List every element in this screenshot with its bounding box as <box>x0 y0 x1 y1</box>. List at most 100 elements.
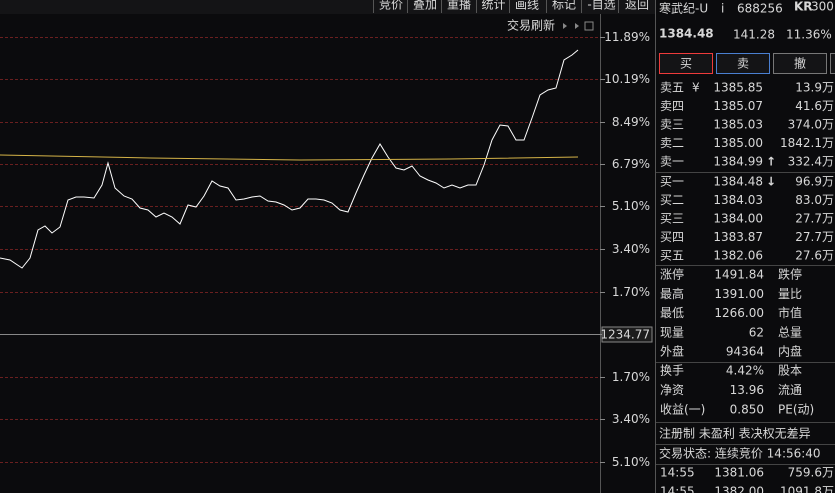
action-button[interactable] <box>773 53 827 74</box>
stat-label: 流通 <box>778 383 802 397</box>
trade-volume: 759.6万 <box>788 466 834 480</box>
book-flag: ↑ <box>766 155 776 169</box>
stat-value: 1391.00 <box>714 287 764 301</box>
icon[interactable] <box>575 23 579 29</box>
stat-label: 内盘 <box>778 344 802 359</box>
book-label: 卖一 <box>660 155 684 169</box>
book-price: 1385.03 <box>713 118 763 132</box>
toolbar-button[interactable]: 画线 <box>515 0 539 12</box>
book-label: 卖三 <box>660 118 684 132</box>
y-tick-label: 6.79% <box>612 157 650 171</box>
book-label: 买三 <box>660 212 684 226</box>
stat-label: 市值 <box>778 305 802 320</box>
book-price: 1385.07 <box>713 99 763 113</box>
stat-label: 净资 <box>660 383 684 397</box>
book-price: 1385.00 <box>713 136 763 150</box>
icon[interactable] <box>584 21 594 31</box>
book-volume: 1842.1万 <box>780 136 834 150</box>
change: 141.28 <box>733 28 775 42</box>
book-volume: 96.9万 <box>795 175 834 189</box>
stat-value: 1266.00 <box>714 306 764 320</box>
book-volume: 332.4万 <box>788 155 834 169</box>
y-tick-label: 1.70% <box>612 285 650 299</box>
book-volume: 374.0万 <box>788 118 834 132</box>
book-price: 1382.06 <box>713 249 763 263</box>
stock-tags: 注册制 未盈利 表决权无差异 <box>659 426 811 441</box>
action-button[interactable] <box>716 53 770 74</box>
book-volume: 13.9万 <box>795 81 834 95</box>
stock-tag-sub: 300 <box>811 0 834 14</box>
book-label: 卖二 <box>660 136 684 150</box>
book-label: 买四 <box>660 230 684 244</box>
toolbar-button[interactable]: 返回 <box>625 0 649 12</box>
stat-value: 62 <box>749 325 764 339</box>
y-tick-label: 5.10% <box>612 455 650 469</box>
y-tick-label: 3.40% <box>612 412 650 426</box>
y-tick-label: 5.10% <box>612 199 650 213</box>
toolbar-button[interactable]: 叠加 <box>413 0 437 12</box>
toolbar-button[interactable]: 标记 <box>552 0 576 12</box>
annotation: 交易刷新 <box>507 18 555 33</box>
stat-value: 1491.84 <box>714 268 764 282</box>
book-label: 卖五 <box>660 81 684 95</box>
trade-price: 1381.06 <box>714 466 764 480</box>
action-label[interactable]: 卖 <box>737 57 749 71</box>
y-tick-label: 3.40% <box>612 242 650 256</box>
info-icon[interactable]: i <box>721 2 724 16</box>
price-line <box>0 49 579 269</box>
toolbar-button[interactable]: -自选 <box>587 0 615 12</box>
change-pct: 11.36% <box>786 28 832 42</box>
stock-code: 688256 <box>737 2 783 16</box>
stat-value: 0.850 <box>730 403 764 417</box>
stat-label: 股本 <box>778 364 802 378</box>
y-tick-label: 11.89% <box>604 30 650 44</box>
stat-label: 总量 <box>778 325 802 339</box>
price-line <box>0 154 579 161</box>
stat-value: 13.96 <box>730 383 764 397</box>
stat-label: 最高 <box>660 286 684 301</box>
stat-value: 4.42% <box>726 364 764 378</box>
stat-value: 94364 <box>726 345 764 359</box>
book-volume: 41.6万 <box>795 99 834 113</box>
base-price-label: 1234.77 <box>600 328 650 342</box>
stock-name: 寒武纪-U <box>659 1 708 16</box>
action-button[interactable] <box>659 53 713 74</box>
book-volume: 27.7万 <box>795 230 834 244</box>
trade-status: 交易状态: 连续竞价 14:56:40 <box>659 446 821 461</box>
trade-time: 14:55 <box>660 485 695 493</box>
base-price-box <box>601 326 653 343</box>
trade-volume: 1091.8万 <box>780 485 834 493</box>
stat-label: 涨停 <box>660 267 684 282</box>
stat-label: 收益(一) <box>660 403 705 417</box>
stat-label: 换手 <box>660 364 684 378</box>
toolbar-button[interactable]: 重播 <box>447 0 471 12</box>
stat-label: PE(动) <box>778 403 814 417</box>
book-label: 卖四 <box>660 99 684 113</box>
action-label[interactable]: 买 <box>680 57 692 71</box>
book-volume: 83.0万 <box>795 193 834 207</box>
trade-time: 14:55 <box>660 466 695 480</box>
toolbar <box>0 0 655 14</box>
stat-label: 跌停 <box>778 267 802 282</box>
book-label: 买一 <box>660 175 684 189</box>
action-label[interactable]: 撤 <box>794 56 806 71</box>
book-volume: 27.6万 <box>795 249 834 263</box>
stat-label: 现量 <box>660 325 684 339</box>
action-button[interactable] <box>830 53 835 74</box>
toolbar-button[interactable]: 统计 <box>481 0 505 12</box>
book-price: 1385.85 <box>713 81 763 95</box>
stock-tag: KR <box>794 0 813 14</box>
book-price: 1384.00 <box>713 212 763 226</box>
y-tick-label: 1.70% <box>612 370 650 384</box>
toolbar-button[interactable]: 竞价 <box>379 0 403 12</box>
book-price: 1383.87 <box>713 230 763 244</box>
last-price: 1384.48 <box>659 27 714 41</box>
y-tick-label: 8.49% <box>612 115 650 129</box>
trade-price: 1382.00 <box>714 485 764 493</box>
currency: ¥ <box>692 81 700 95</box>
book-price: 1384.48 <box>713 175 763 189</box>
icon[interactable] <box>563 23 567 29</box>
y-tick-label: 10.19% <box>604 72 650 86</box>
